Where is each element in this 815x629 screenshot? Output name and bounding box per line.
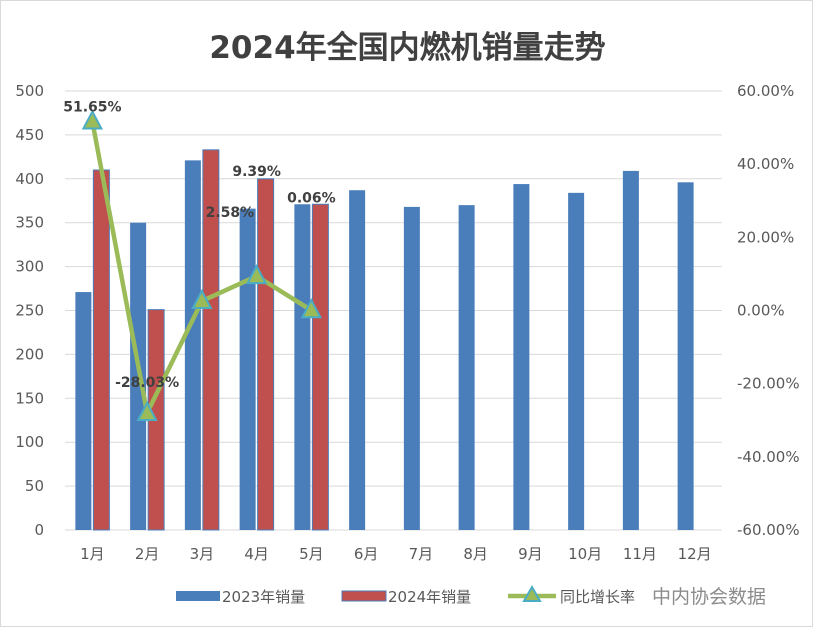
bar-2023 <box>568 192 585 530</box>
y-right-tick-label: -20.00% <box>737 375 800 393</box>
growth-marker <box>300 298 323 319</box>
bar-2023 <box>75 292 92 530</box>
x-tick-label: 9月 <box>518 545 543 563</box>
bar-2024 <box>202 149 220 531</box>
y-left-tick-label: 0 <box>34 521 44 539</box>
y-left-tick-label: 450 <box>15 126 44 144</box>
legend-swatch-2024 <box>341 590 387 602</box>
y-left-tick-label: 400 <box>15 170 44 188</box>
y-left-tick-label: 350 <box>15 214 44 232</box>
bar-2024 <box>92 169 110 531</box>
bar-2024 <box>311 203 329 531</box>
growth-marker <box>245 264 268 285</box>
legend-label-2023: 2023年销量 <box>222 588 305 606</box>
y-left-tick-label: 500 <box>15 82 44 100</box>
bar-2023 <box>403 206 420 530</box>
y-left-tick-label: 200 <box>15 345 44 363</box>
y-right-tick-label: 0.00% <box>737 302 785 320</box>
growth-data-label: -28.03% <box>115 375 179 391</box>
growth-marker <box>136 400 158 422</box>
y-left-tick-label: 50 <box>25 477 44 495</box>
bar-2023 <box>513 184 530 530</box>
growth-data-label: 0.06% <box>287 190 336 206</box>
x-tick-label: 1月 <box>80 545 105 563</box>
bar-2023 <box>622 170 639 530</box>
bar-2023 <box>677 182 694 530</box>
bar-2024 <box>257 178 275 531</box>
bar-2023 <box>349 190 366 531</box>
x-tick-label: 10月 <box>568 545 602 563</box>
bar-2023 <box>239 208 256 531</box>
growth-data-label: 51.65% <box>63 100 121 116</box>
bar-2023 <box>294 204 311 530</box>
y-right-tick-label: -60.00% <box>737 521 800 539</box>
y-left-tick-label: 300 <box>15 258 44 276</box>
x-tick-label: 2月 <box>135 545 160 563</box>
x-tick-label: 4月 <box>244 545 269 563</box>
y-right-tick-label: 40.00% <box>737 155 794 173</box>
legend-label-growth: 同比增长率 <box>560 588 635 606</box>
y-right-tick-label: -40.00% <box>737 448 800 466</box>
x-tick-label: 7月 <box>409 545 434 563</box>
bar-2023 <box>458 205 475 530</box>
growth-marker <box>191 288 213 310</box>
legend-swatch-2023 <box>176 591 220 601</box>
x-tick-label: 12月 <box>678 545 712 563</box>
x-tick-label: 8月 <box>463 545 488 563</box>
legend-marker-growth <box>522 584 542 602</box>
bar-2023 <box>184 160 201 530</box>
watermark-text: 中内协会数据 <box>652 586 766 608</box>
y-left-tick-label: 150 <box>15 389 44 407</box>
x-tick-label: 3月 <box>190 545 215 563</box>
growth-data-label: 9.39% <box>232 164 281 180</box>
x-tick-label: 6月 <box>354 545 379 563</box>
x-tick-label: 5月 <box>299 545 324 563</box>
y-right-tick-label: 20.00% <box>737 228 794 246</box>
growth-marker <box>81 109 104 130</box>
x-tick-label: 11月 <box>623 545 657 563</box>
y-left-tick-label: 100 <box>15 433 44 451</box>
chart-title: 2024年全国内燃机销量走势 <box>209 30 606 66</box>
y-right-tick-label: 60.00% <box>737 82 794 100</box>
legend-label-2024: 2024年销量 <box>388 588 471 606</box>
growth-data-label: 2.58% <box>206 205 255 221</box>
y-left-tick-label: 250 <box>15 302 44 320</box>
